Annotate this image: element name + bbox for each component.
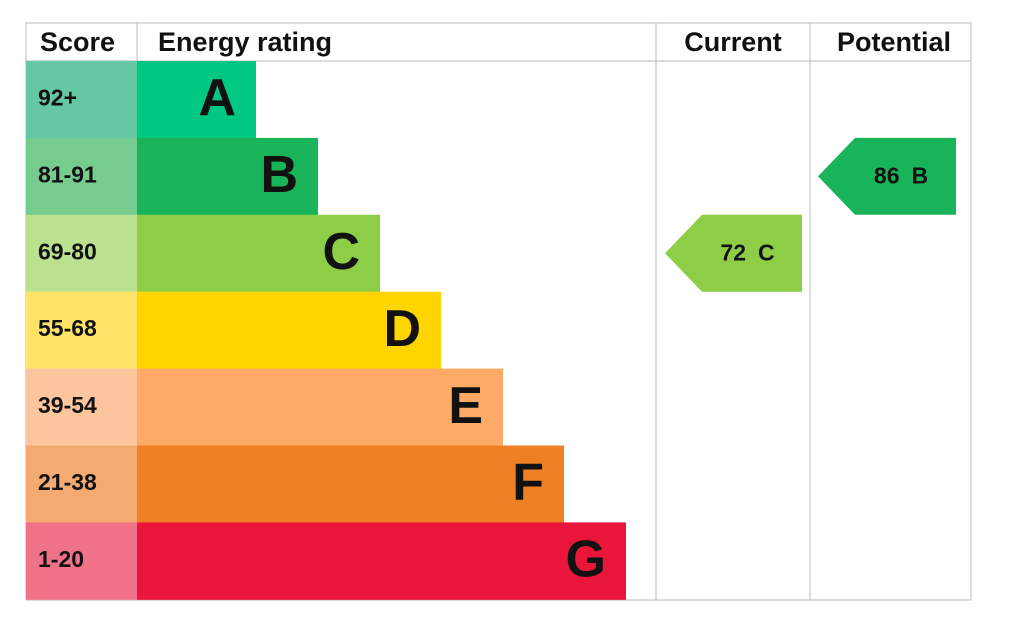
- current-score: 72: [720, 239, 746, 265]
- rating-bar: [137, 61, 256, 139]
- potential-rating: B: [912, 162, 929, 188]
- score-range: 81-91: [38, 161, 97, 187]
- score-cell: [26, 522, 137, 600]
- score-cell: [26, 368, 137, 446]
- rating-letter: D: [383, 300, 421, 358]
- score-cell: [26, 291, 137, 370]
- score-range: 69-80: [38, 238, 97, 264]
- rating-bar: [137, 368, 503, 446]
- score-cell: [26, 137, 137, 216]
- header-current: Current: [684, 27, 782, 57]
- rating-letter: A: [198, 69, 236, 127]
- score-range: 39-54: [38, 392, 97, 418]
- rating-bar: [137, 445, 564, 523]
- rating-bar: [137, 137, 318, 216]
- score-range: 1-20: [38, 546, 84, 572]
- score-range: 92+: [38, 85, 77, 111]
- score-cell: [26, 214, 137, 293]
- potential-score: 86: [874, 162, 900, 188]
- score-range: 21-38: [38, 469, 97, 495]
- score-cell: [26, 445, 137, 523]
- score-range: 55-68: [38, 315, 97, 341]
- score-cell: [26, 61, 137, 139]
- current-arrow: [665, 214, 802, 292]
- rating-letter: G: [566, 531, 606, 589]
- rating-letter: E: [448, 377, 483, 435]
- header-energy-rating: Energy rating: [158, 27, 332, 57]
- header-score: Score: [40, 27, 115, 57]
- rating-letter: B: [260, 146, 298, 204]
- rating-letter: C: [322, 223, 360, 281]
- potential-arrow: [818, 137, 956, 215]
- rating-bar: [137, 291, 441, 370]
- header-potential: Potential: [837, 27, 951, 57]
- rating-bar: [137, 214, 380, 293]
- rating-bar: [137, 522, 626, 600]
- rating-letter: F: [512, 454, 544, 512]
- current-rating: C: [758, 239, 775, 265]
